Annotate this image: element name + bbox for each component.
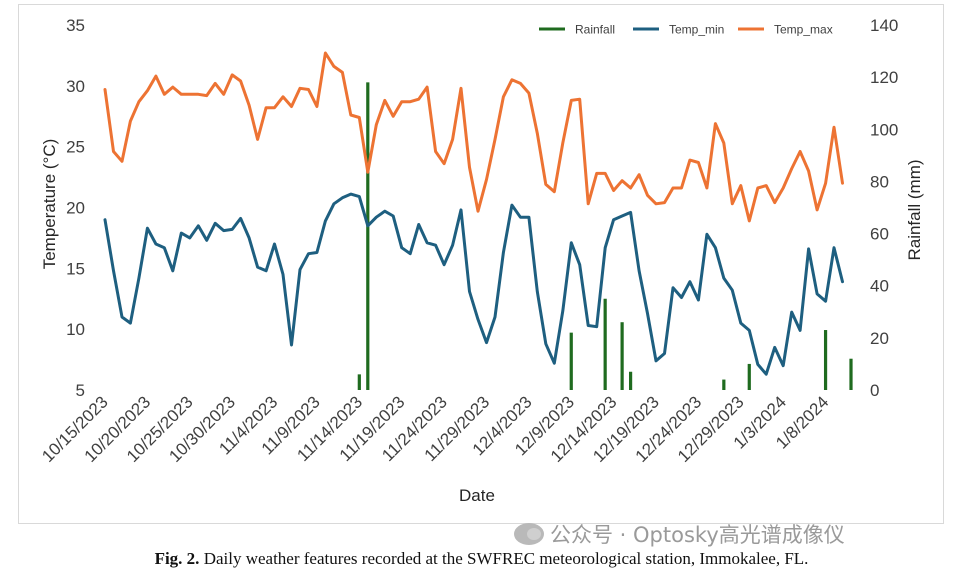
y-tick-label: 15 bbox=[66, 259, 85, 278]
rainfall-bar bbox=[722, 379, 726, 390]
y2-axis-ticks: 0 20 40 60 80 100 120 140 bbox=[870, 16, 898, 400]
y2-tick-label: 100 bbox=[870, 120, 898, 139]
y-tick-label: 20 bbox=[66, 199, 85, 218]
caption-label: Fig. 2. bbox=[154, 549, 200, 568]
caption-text: Daily weather features recorded at the S… bbox=[203, 549, 809, 568]
y-tick-label: 25 bbox=[66, 138, 85, 157]
watermark-text: 公众号 · Optosky高光谱成像仪 bbox=[550, 523, 845, 547]
legend-label: Temp_max bbox=[774, 23, 833, 37]
chart-frame: 5 10 15 20 25 30 35 0 20 40 60 80 100 120 140 10/15/2… bbox=[18, 4, 944, 524]
temp-max-line bbox=[103, 51, 844, 223]
x-axis-ticks: 10/15/202310/20/202310/25/202310/30/2023… bbox=[38, 392, 832, 466]
y2-tick-label: 140 bbox=[870, 16, 898, 35]
rainfall-bar bbox=[357, 374, 361, 390]
y-axis-title: Temperature (°C) bbox=[40, 139, 59, 270]
y2-axis-title: Rainfall (mm) bbox=[905, 159, 924, 260]
legend-label: Temp_min bbox=[669, 23, 724, 37]
temp-min-line bbox=[103, 192, 844, 376]
y-axis-ticks: 5 10 15 20 25 30 35 bbox=[66, 16, 85, 400]
rainfall-bar bbox=[628, 371, 633, 390]
rainfall-bar bbox=[603, 298, 607, 390]
rainfall-bar bbox=[747, 363, 751, 390]
legend-label: Rainfall bbox=[575, 23, 615, 37]
y2-tick-label: 120 bbox=[870, 68, 898, 87]
y-tick-label: 30 bbox=[66, 77, 85, 96]
y2-tick-label: 80 bbox=[870, 172, 889, 191]
y2-tick-label: 40 bbox=[870, 277, 889, 296]
y2-tick-label: 0 bbox=[870, 381, 879, 400]
rainfall-bar bbox=[620, 322, 624, 390]
legend: Rainfall Temp_min Temp_max bbox=[539, 23, 833, 37]
rainfall-bar bbox=[823, 330, 828, 390]
watermark: 公众号 · Optosky高光谱成像仪 bbox=[514, 519, 845, 549]
y-tick-label: 5 bbox=[76, 381, 85, 400]
y2-tick-label: 20 bbox=[870, 329, 889, 348]
figure-caption: Fig. 2. Daily weather features recorded … bbox=[0, 549, 963, 569]
y-tick-label: 35 bbox=[66, 16, 85, 35]
y-tick-label: 10 bbox=[66, 320, 85, 339]
rainfall-bar bbox=[849, 358, 853, 390]
y2-tick-label: 60 bbox=[870, 225, 889, 244]
rainfall-bar bbox=[366, 82, 370, 390]
wechat-icon bbox=[514, 523, 544, 545]
x-axis-title: Date bbox=[459, 486, 495, 505]
rainfall-bar bbox=[569, 332, 573, 390]
rainfall-bars bbox=[357, 82, 853, 390]
weather-chart: 5 10 15 20 25 30 35 0 20 40 60 80 100 120 140 10/15/2… bbox=[38, 16, 924, 505]
